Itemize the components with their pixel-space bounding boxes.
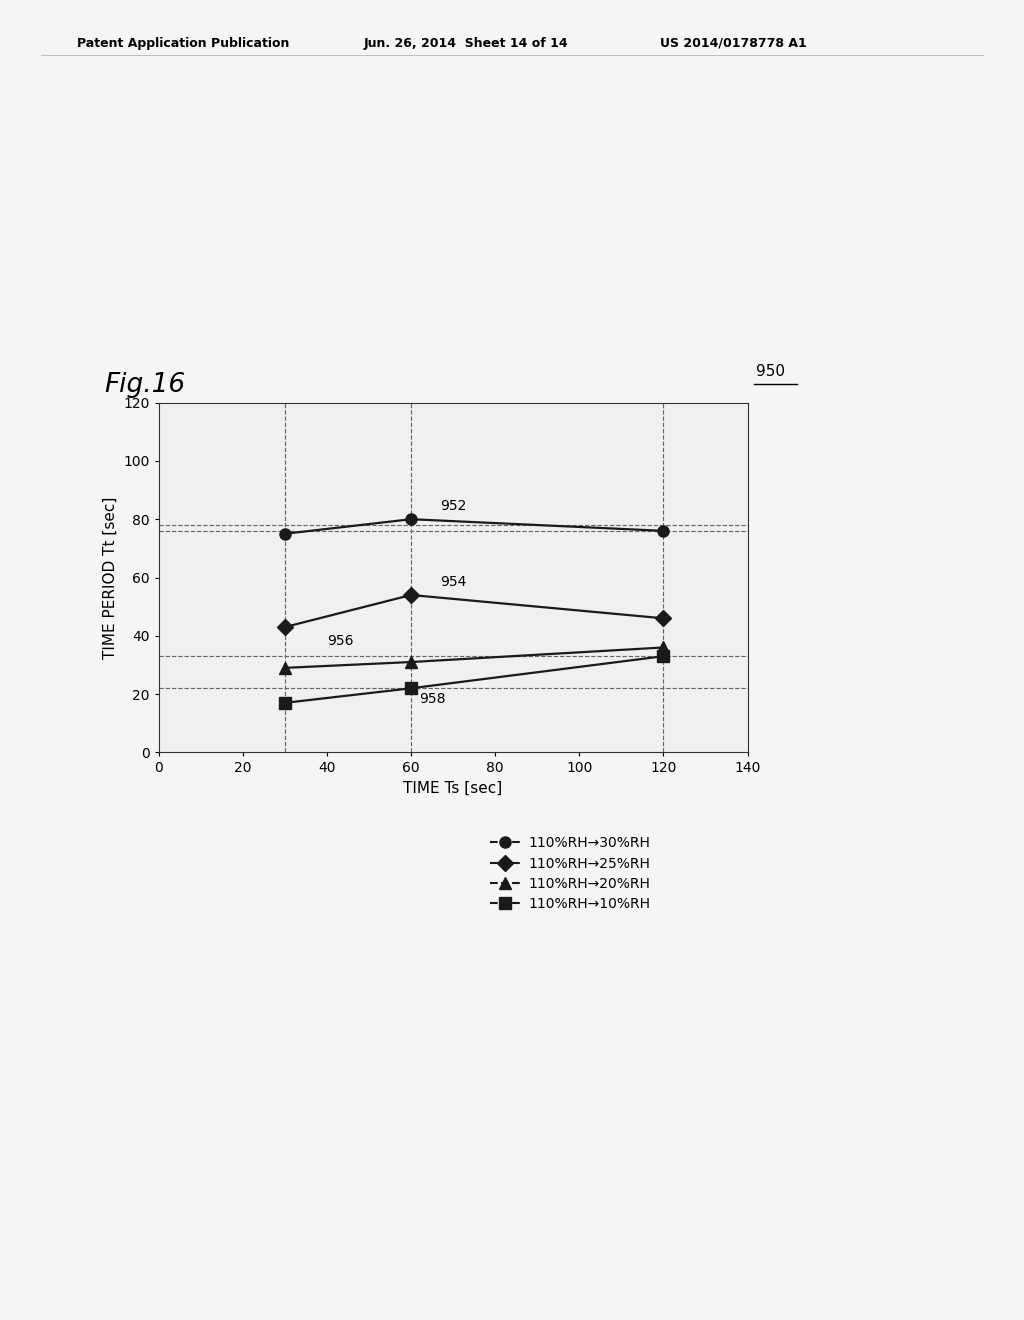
Text: Patent Application Publication: Patent Application Publication — [77, 37, 289, 50]
Text: 954: 954 — [440, 576, 467, 589]
Text: 956: 956 — [327, 634, 353, 648]
Text: US 2014/0178778 A1: US 2014/0178778 A1 — [660, 37, 807, 50]
Text: Jun. 26, 2014  Sheet 14 of 14: Jun. 26, 2014 Sheet 14 of 14 — [364, 37, 568, 50]
Y-axis label: TIME PERIOD Tt [sec]: TIME PERIOD Tt [sec] — [102, 496, 118, 659]
Text: 952: 952 — [440, 499, 467, 513]
Text: 958: 958 — [420, 692, 446, 706]
Text: Fig.16: Fig.16 — [104, 372, 185, 399]
X-axis label: TIME Ts [sec]: TIME Ts [sec] — [403, 781, 503, 796]
Text: 950: 950 — [756, 364, 784, 379]
Legend: 110%RH→30%RH, 110%RH→25%RH, 110%RH→20%RH, 110%RH→10%RH: 110%RH→30%RH, 110%RH→25%RH, 110%RH→20%RH… — [489, 837, 650, 911]
